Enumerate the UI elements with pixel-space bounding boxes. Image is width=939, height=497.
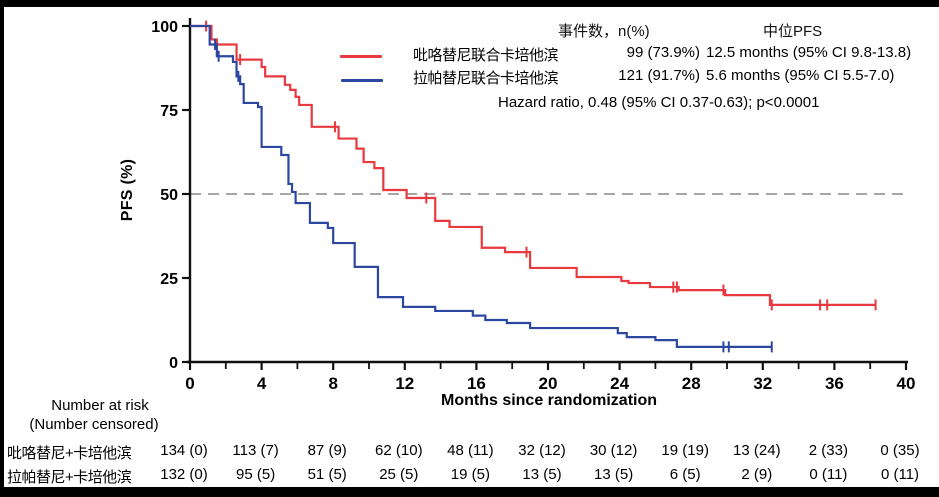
x-tick-label: 40 <box>897 374 916 393</box>
y-tick-label: 0 <box>169 355 178 372</box>
legend-header-events: 事件数，n(%) <box>558 23 650 40</box>
hazard-ratio-text: Hazard ratio, 0.48 (95% CI 0.37-0.63); p… <box>498 94 820 111</box>
risk-value-cell: 2 (33) <box>808 442 848 459</box>
y-axis-title: PFS (%) <box>119 158 136 222</box>
frame-top-bar <box>0 0 939 7</box>
y-tick-label: 75 <box>160 103 178 120</box>
x-tick-label: 12 <box>395 374 414 393</box>
legend-line-swatch-lapatinib <box>341 79 383 82</box>
x-tick-label: 16 <box>467 374 486 393</box>
x-tick-label: 20 <box>539 374 558 393</box>
risk-value-cell: 48 (11) <box>447 442 494 459</box>
frame-left-bar <box>0 0 4 490</box>
x-tick-label: 4 <box>257 374 267 393</box>
risk-value-cell: 13 (5) <box>522 466 562 483</box>
y-tick-label: 25 <box>160 271 178 288</box>
x-tick-label: 36 <box>825 374 844 393</box>
events-value-pyrotinib: 99 (73.9%) <box>626 44 700 61</box>
risk-table-header: Number at risk <box>51 397 149 414</box>
risk-value-cell: 0 (11) <box>880 466 920 483</box>
legend-line-swatch-pyrotinib <box>340 55 382 58</box>
risk-value-cell: 0 (11) <box>809 466 848 483</box>
y-tick-label: 50 <box>160 187 178 204</box>
events-value-lapatinib: 121 (91.7%) <box>618 67 700 84</box>
risk-value-cell: 95 (5) <box>236 466 276 483</box>
y-tick-label: 100 <box>151 19 178 36</box>
risk-value-cell: 0 (35) <box>880 442 920 459</box>
risk-value-cell: 2 (9) <box>741 466 773 483</box>
risk-value-cell: 51 (5) <box>307 466 347 483</box>
risk-value-cell: 30 (12) <box>589 442 638 459</box>
x-tick-label: 8 <box>328 374 337 393</box>
risk-value-cell: 25 (5) <box>379 466 419 483</box>
risk-value-cell: 6 (5) <box>669 466 701 483</box>
x-tick-label: 0 <box>185 374 194 393</box>
risk-row-label-lapatinib: 拉帕替尼+卡培他滨 <box>7 469 132 486</box>
risk-value-cell: 19 (5) <box>450 466 490 483</box>
km-curve-lapatinib <box>190 24 772 348</box>
risk-value-cell: 13 (5) <box>594 466 634 483</box>
x-tick-label: 28 <box>682 374 701 393</box>
legend-label-lapatinib: 拉帕替尼联合卡培他滨 <box>413 70 559 87</box>
x-tick-label: 24 <box>610 374 629 393</box>
x-axis-title: Months since randomization <box>440 392 658 409</box>
risk-value-cell: 32 (12) <box>518 442 566 459</box>
risk-value-cell: 87 (9) <box>307 442 347 459</box>
risk-value-cell: 13 (24) <box>733 442 781 459</box>
risk-value-cell: 113 (7) <box>232 442 279 459</box>
risk-value-cell: 132 (0) <box>160 466 208 483</box>
risk-value-cell: 19 (19) <box>661 442 709 459</box>
legend-header-median-pfs: 中位PFS <box>763 23 823 40</box>
legend-label-pyrotinib: 吡咯替尼联合卡培他滨 <box>413 47 559 64</box>
km-curve-pyrotinib <box>190 24 876 306</box>
frame-bottom-bar <box>0 487 939 497</box>
median-pfs-lapatinib: 5.6 months (95% CI 5.5-7.0) <box>706 67 895 84</box>
x-tick-label: 32 <box>753 374 772 393</box>
risk-value-cell: 62 (10) <box>375 442 423 459</box>
risk-value-cell: 134 (0) <box>160 442 208 459</box>
median-pfs-pyrotinib: 12.5 months (95% CI 9.8-13.8) <box>706 44 912 61</box>
risk-row-label-pyrotinib: 吡咯替尼+卡培他滨 <box>7 445 132 462</box>
risk-table-subheader: (Number censored) <box>29 416 159 433</box>
